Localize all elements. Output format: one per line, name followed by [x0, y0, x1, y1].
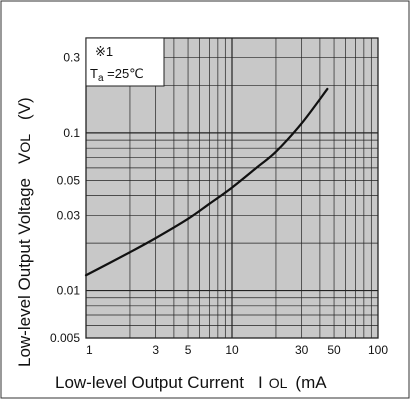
x-tick-label: 3 [152, 343, 159, 357]
x-tick-label: 10 [225, 343, 239, 357]
y-tick-labels: 0.005 0.01 0.03 0.05 0.1 0.3 [50, 51, 80, 345]
annotation-condition: Ta =25℃ [90, 66, 144, 84]
condition-main: T [90, 66, 98, 81]
y-axis-unit: (V) [15, 97, 34, 120]
x-tick-label: 1 [86, 343, 93, 357]
y-tick-label: 0.05 [57, 173, 81, 187]
y-axis-symbol-sub: OL [17, 134, 33, 153]
x-tick-label: 50 [327, 343, 341, 357]
x-tick-labels: 1 3 5 10 30 50 100 [86, 343, 388, 357]
y-tick-label: 0.1 [63, 126, 80, 140]
x-axis-unit: (mA [295, 373, 327, 392]
y-axis-title: Low-level Output Voltage VOL (V) [15, 97, 34, 367]
y-tick-label: 0.01 [57, 284, 81, 298]
annotation-box: ※1 Ta =25℃ [85, 37, 165, 87]
annotation-note: ※1 [95, 44, 113, 59]
x-axis-symbol-main: I [258, 373, 263, 392]
x-axis-symbol-sub: OL [269, 375, 288, 391]
plot-frame [85, 37, 379, 339]
y-axis-symbol-main: V [15, 152, 34, 164]
series-layer [84, 87, 329, 277]
condition-sub: a [98, 73, 104, 84]
x-tick-label: 30 [295, 343, 309, 357]
x-axis-title: Low-level Output Current I OL (mA [55, 373, 327, 392]
y-tick-label: 0.005 [50, 331, 80, 345]
series-line [84, 87, 329, 277]
y-tick-label: 0.3 [63, 51, 80, 65]
condition-value: =25℃ [104, 66, 144, 81]
x-tick-label: 100 [368, 343, 388, 357]
y-tick-label: 0.03 [57, 208, 81, 222]
annotation-background [85, 37, 165, 87]
x-axis-label: Low-level Output Current [55, 373, 244, 392]
x-tick-label: 5 [185, 343, 192, 357]
y-axis-label: Low-level Output Voltage [15, 178, 34, 367]
